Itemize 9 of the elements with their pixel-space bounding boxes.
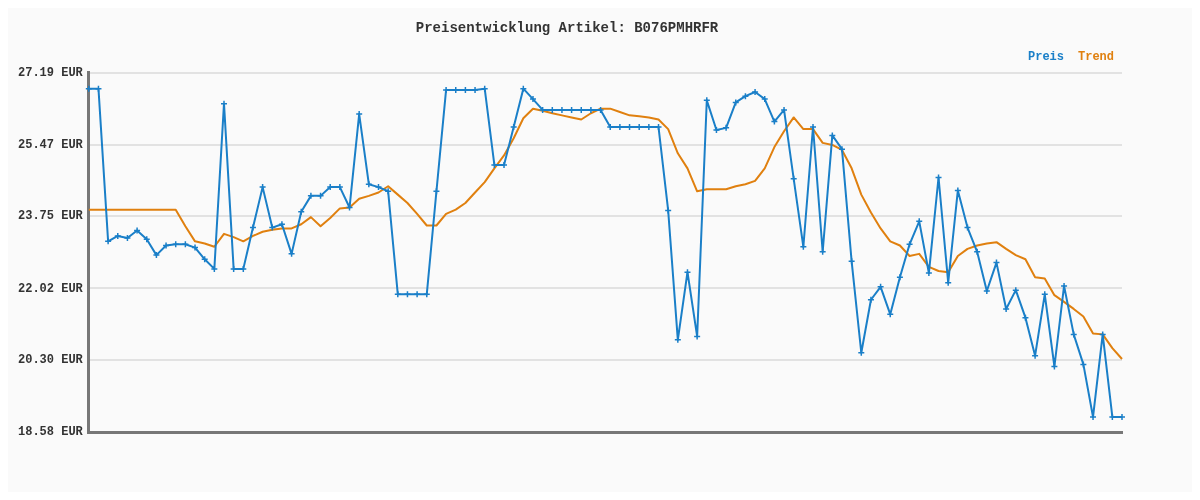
y-tick-label: 27.19 EUR: [18, 65, 84, 80]
text: Trend: [1077, 49, 1115, 64]
chart-title: Preisentwicklung Artikel: B076PMHRFR: [415, 19, 719, 36]
y-tick-label: 22.02 EUR: [18, 281, 84, 296]
text: Preis: [1027, 49, 1064, 64]
y-tick-label: 23.75 EUR: [18, 209, 84, 224]
y-tick-label: 25.47 EUR: [18, 137, 84, 152]
y-tick-label: 20.30 EUR: [18, 353, 84, 368]
y-tick-label: 18.58 EUR: [18, 425, 84, 440]
